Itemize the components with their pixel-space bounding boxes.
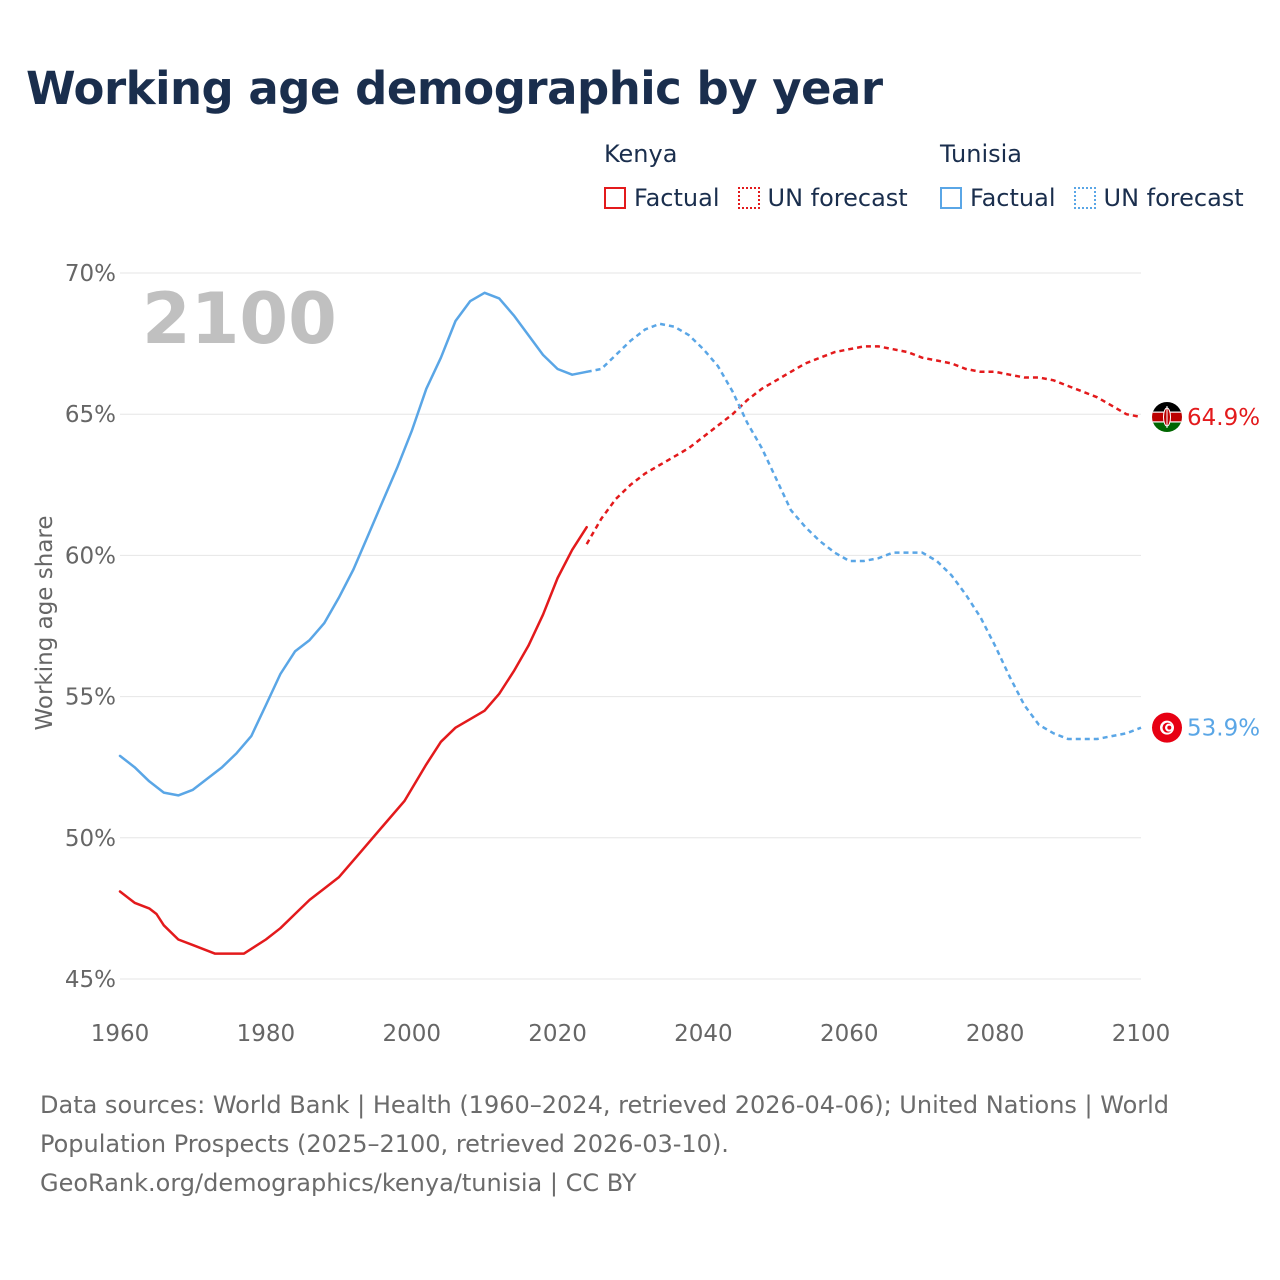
end-value-label-kenya: 64.9% xyxy=(1187,405,1260,431)
grid-layer xyxy=(120,272,1141,980)
x-tick-label: 2080 xyxy=(966,1021,1025,1047)
x-tick-label: 2040 xyxy=(674,1021,733,1047)
legend-item-kenya-forecast[interactable]: UN forecast xyxy=(737,184,908,212)
x-tick-label: 2060 xyxy=(820,1021,879,1047)
y-tick-label: 45% xyxy=(65,967,116,993)
legend-label: Factual xyxy=(634,184,720,212)
x-tick-label: 2100 xyxy=(1112,1021,1171,1047)
legend-item-tunisia-factual[interactable]: Factual xyxy=(940,184,1056,212)
legend-swatch-kenya-factual xyxy=(604,187,626,209)
year-watermark: 2100 xyxy=(142,278,337,360)
axis-layer: 45% 50% 55% 60% 65% 70% 1960 1980 2000 2020 2040 20… xyxy=(65,261,1170,1047)
kenya-flag-icon xyxy=(1152,402,1182,433)
end-value-label-tunisia: 53.9% xyxy=(1187,716,1260,742)
legend-label: UN forecast xyxy=(1103,184,1244,212)
x-tick-label: 1960 xyxy=(91,1021,150,1047)
legend-country-tunisia: Tunisia xyxy=(940,140,1022,168)
y-tick-label: 65% xyxy=(65,402,116,428)
line-chart: 2100 Working age share 45% 50% 55% 60% 65% 70… xyxy=(32,261,1260,1047)
footer-sources-line-1: Data sources: World Bank | Health (1960–… xyxy=(40,1091,1170,1119)
kenya-flag-stripes xyxy=(1152,402,1182,433)
marker-layer: 64.9% 53.9% xyxy=(1152,402,1260,743)
legend-country-kenya: Kenya xyxy=(604,140,678,168)
tunisia-flag-icon xyxy=(1152,712,1182,743)
legend-group-kenya: Kenya Factual UN forecast xyxy=(604,140,908,212)
series-line-tunisia-forecast xyxy=(586,322,1142,741)
x-tick-label: 2000 xyxy=(382,1021,441,1047)
legend-group-tunisia: Tunisia Factual UN forecast xyxy=(940,140,1244,212)
y-tick-label: 60% xyxy=(65,543,116,569)
legend-swatch-kenya-forecast xyxy=(737,187,760,209)
footer-sources-line-2: Population Prospects (2025–2100, retriev… xyxy=(40,1130,729,1158)
x-tick-label: 1980 xyxy=(237,1021,296,1047)
series-line-kenya-forecast xyxy=(585,345,1142,545)
y-tick-label: 70% xyxy=(65,261,116,287)
series-line-kenya-factual xyxy=(118,525,588,955)
legend-item-tunisia-forecast[interactable]: UN forecast xyxy=(1073,184,1244,212)
series-layer xyxy=(118,291,1142,955)
tunisia-flag-star xyxy=(1167,725,1172,730)
y-tick-label: 50% xyxy=(65,826,116,852)
series-line-tunisia-factual xyxy=(118,291,588,797)
legend-label: UN forecast xyxy=(767,184,908,212)
legend-item-kenya-factual[interactable]: Factual xyxy=(604,184,720,212)
legend-label: Factual xyxy=(970,184,1056,212)
footer: Data sources: World Bank | Health (1960–… xyxy=(40,1086,1240,1203)
footer-credit-link[interactable]: GeoRank.org/demographics/kenya/tunisia |… xyxy=(40,1169,637,1197)
x-tick-label: 2020 xyxy=(528,1021,587,1047)
chart-title: Working age demographic by year xyxy=(26,62,883,115)
legend-swatch-tunisia-forecast xyxy=(1073,187,1096,209)
y-tick-label: 55% xyxy=(65,685,116,711)
legend-swatch-tunisia-factual xyxy=(940,187,962,209)
y-axis-label: Working age share xyxy=(32,515,58,730)
